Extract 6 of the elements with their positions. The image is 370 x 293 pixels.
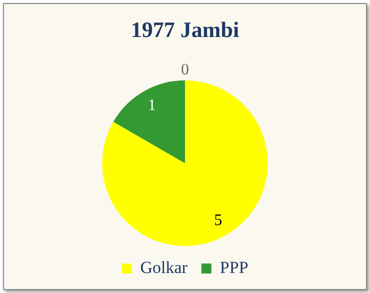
legend-label: Golkar xyxy=(140,258,188,277)
data-label: 1 xyxy=(148,97,156,114)
chart-title: 1977 Jambi xyxy=(130,16,240,42)
data-label: 5 xyxy=(214,212,222,229)
legend-label: PPP xyxy=(220,258,248,277)
text: 0 xyxy=(181,62,189,79)
